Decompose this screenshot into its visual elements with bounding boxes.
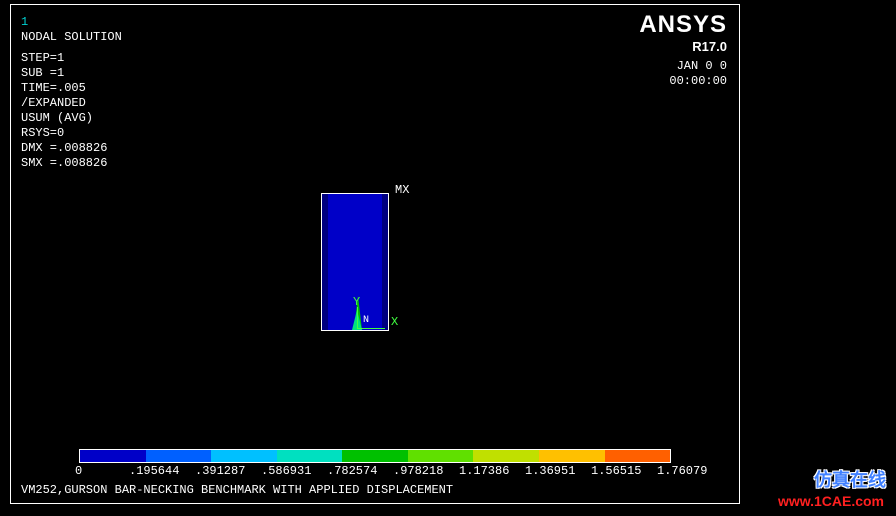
legend-seg — [146, 450, 212, 462]
legend-tick: .978218 — [393, 464, 443, 478]
legend-tick: .782574 — [327, 464, 377, 478]
y-axis-line — [357, 307, 358, 329]
solution-title: NODAL SOLUTION — [21, 30, 122, 45]
watermark-text-cn: 仿真在线 — [776, 466, 886, 492]
legend-seg — [80, 450, 146, 462]
ansys-viewport: 1 NODAL SOLUTION STEP=1 SUB =1 TIME=.005… — [10, 4, 740, 504]
info-line: STEP=1 — [21, 51, 122, 66]
legend-seg — [539, 450, 605, 462]
legend-tick: 1.36951 — [525, 464, 575, 478]
brand-block: ANSYS R17.0 — [639, 11, 727, 54]
datetime-block: JAN 0 0 00:00:00 — [669, 59, 727, 89]
date-text: JAN 0 0 — [669, 59, 727, 74]
contour-edge — [322, 194, 328, 330]
watermark-url: www.1CAE.com — [776, 492, 886, 510]
watermark: 仿真在线 www.1CAE.com — [776, 466, 886, 510]
legend-tick: 1.17386 — [459, 464, 509, 478]
mx-label: MX — [395, 183, 409, 197]
contour-plot — [321, 193, 389, 331]
info-line: DMX =.008826 — [21, 141, 122, 156]
solution-info: 1 NODAL SOLUTION STEP=1 SUB =1 TIME=.005… — [21, 15, 122, 171]
contour-edge — [382, 194, 388, 330]
legend-seg — [473, 450, 539, 462]
brand-version: R17.0 — [639, 39, 727, 54]
legend-tick: 1.76079 — [657, 464, 707, 478]
footer-caption: VM252,GURSON BAR-NECKING BENCHMARK WITH … — [21, 483, 453, 497]
frame-index: 1 — [21, 15, 122, 30]
legend-seg — [277, 450, 343, 462]
y-axis-label: Y — [353, 295, 360, 309]
legend-tick: .391287 — [195, 464, 245, 478]
info-line: SUB =1 — [21, 66, 122, 81]
x-axis-label: X — [391, 315, 398, 329]
brand-name: ANSYS — [639, 11, 727, 39]
info-line: SMX =.008826 — [21, 156, 122, 171]
legend-seg — [408, 450, 474, 462]
legend-tick: .586931 — [261, 464, 311, 478]
time-text: 00:00:00 — [669, 74, 727, 89]
legend-tick: .195644 — [129, 464, 179, 478]
info-line: TIME=.005 — [21, 81, 122, 96]
mn-label: N — [363, 315, 369, 326]
legend-tick: 0 — [75, 464, 82, 478]
color-legend — [79, 449, 671, 463]
info-line: RSYS=0 — [21, 126, 122, 141]
legend-seg — [211, 450, 277, 462]
info-line: USUM (AVG) — [21, 111, 122, 126]
info-line: /EXPANDED — [21, 96, 122, 111]
legend-tick: 1.56515 — [591, 464, 641, 478]
legend-seg — [342, 450, 408, 462]
legend-seg — [605, 450, 671, 462]
x-axis-line — [357, 328, 385, 329]
